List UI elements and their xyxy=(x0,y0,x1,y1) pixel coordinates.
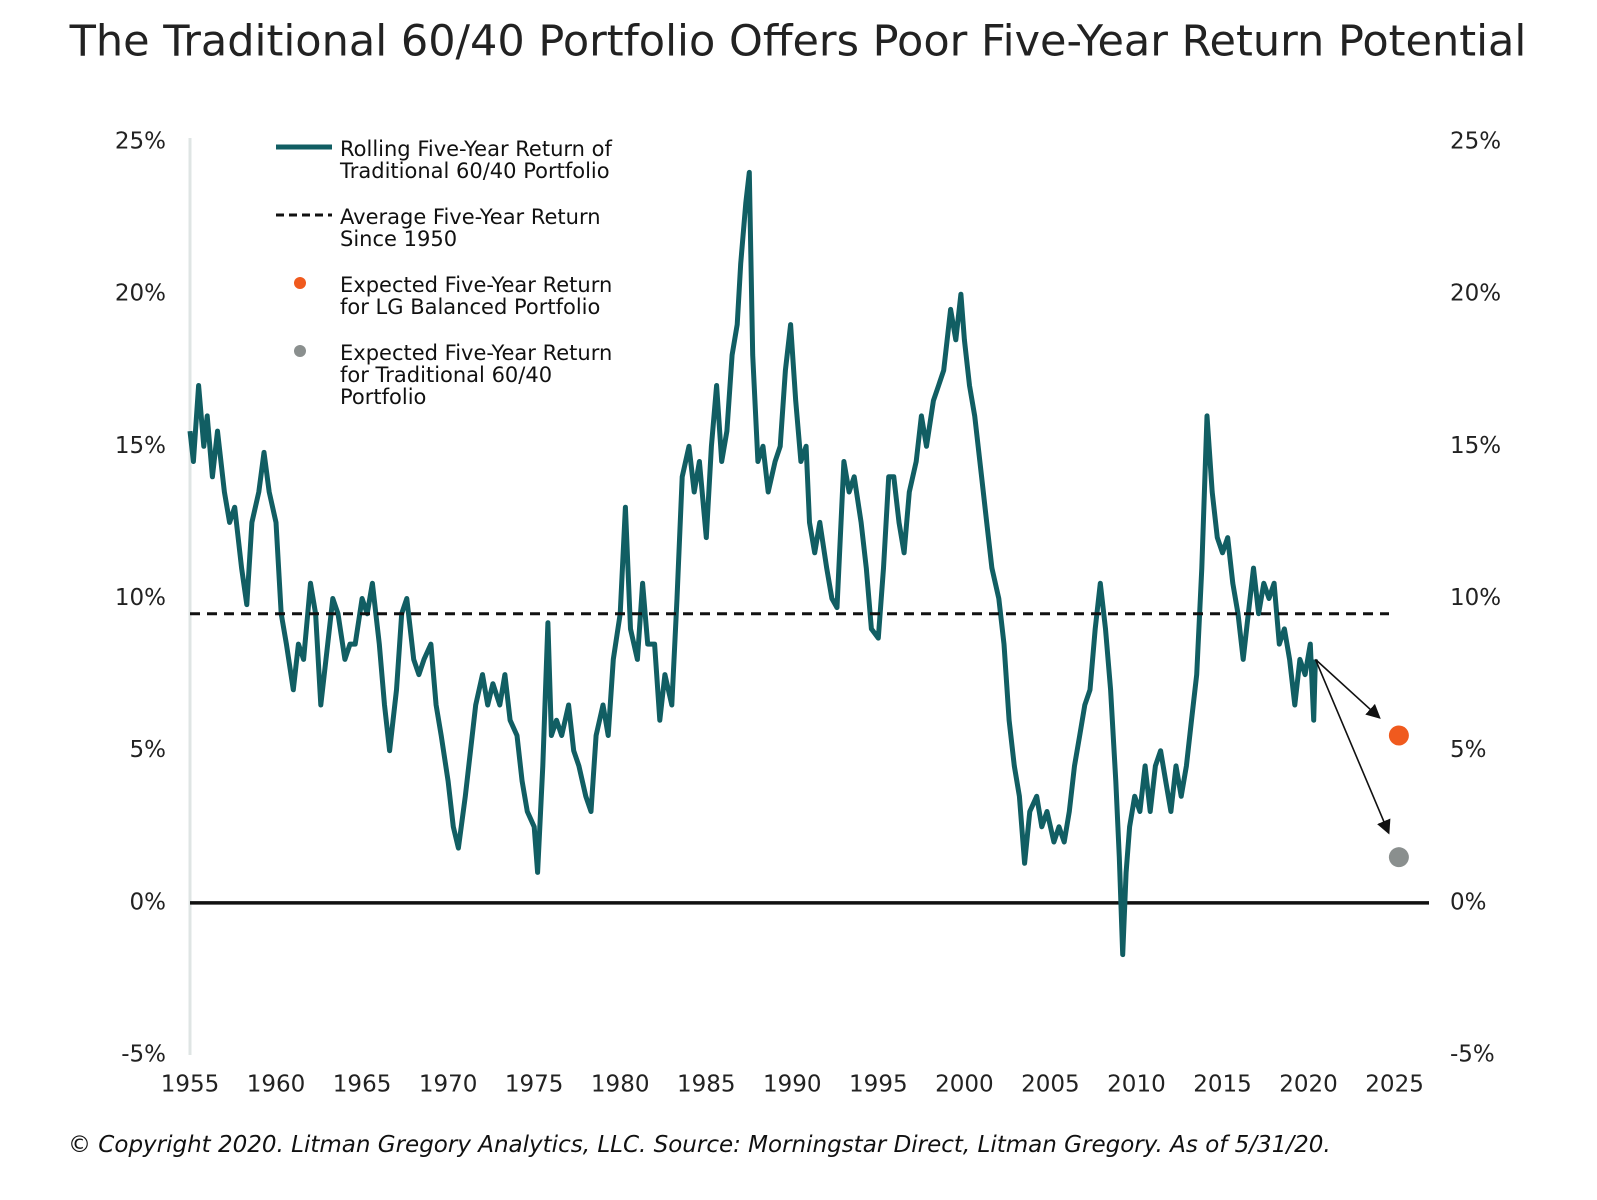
x-tick-label: 2025 xyxy=(1365,1072,1424,1098)
legend-entry: Average Five-Year Return Since 1950 xyxy=(276,206,656,274)
x-tick-label: 1975 xyxy=(505,1072,564,1098)
y2-tick-label: 15% xyxy=(1450,433,1501,459)
y-tick-label: -5% xyxy=(121,1042,166,1068)
legend-swatch xyxy=(294,277,306,289)
x-tick-label: 1955 xyxy=(161,1072,220,1098)
y-tick-label: 25% xyxy=(115,129,166,155)
legend-label: Rolling Five-Year Return of Traditional … xyxy=(340,137,612,183)
y-tick-label: 15% xyxy=(115,433,166,459)
legend: Rolling Five-Year Return of Traditional … xyxy=(276,138,656,432)
x-tick-label: 1965 xyxy=(333,1072,392,1098)
legend-marker xyxy=(294,345,306,357)
y-tick-label: 20% xyxy=(115,281,166,307)
x-tick-label: 2005 xyxy=(1021,1072,1080,1098)
x-tick-label: 1960 xyxy=(247,1072,306,1098)
x-tick-label: 1985 xyxy=(677,1072,736,1098)
chart-title: The Traditional 60/40 Portfolio Offers P… xyxy=(69,17,1527,67)
legend-swatch xyxy=(276,144,332,150)
x-tick-label: 2020 xyxy=(1279,1072,1338,1098)
legend-entry: Expected Five-Year Return for LG Balance… xyxy=(276,274,656,342)
y2-tick-label: 10% xyxy=(1450,585,1501,611)
legend-label: Expected Five-Year Return for LG Balance… xyxy=(340,273,613,319)
y2-tick-label: 0% xyxy=(1450,889,1487,915)
x-tick-label: 2000 xyxy=(935,1072,994,1098)
x-tick-label: 1995 xyxy=(849,1072,908,1098)
series-line xyxy=(187,169,1318,958)
legend-entry: Rolling Five-Year Return of Traditional … xyxy=(276,138,656,206)
scatter-point xyxy=(1388,847,1409,868)
legend-entry: Expected Five-Year Return for Traditiona… xyxy=(276,342,656,432)
y-tick-label: 5% xyxy=(130,737,167,763)
y2-tick-label: -5% xyxy=(1450,1042,1495,1068)
x-tick-label: 2010 xyxy=(1107,1072,1166,1098)
x-tick-label: 2015 xyxy=(1193,1072,1252,1098)
scatter-point xyxy=(1388,725,1409,746)
legend-swatch xyxy=(276,213,332,217)
legend-marker xyxy=(294,277,306,289)
y2-tick-label: 20% xyxy=(1450,281,1501,307)
legend-swatch xyxy=(294,345,306,357)
footnote: © Copyright 2020. Litman Gregory Analyti… xyxy=(68,1132,1331,1158)
y2-tick-label: 25% xyxy=(1450,129,1501,155)
x-tick-label: 1980 xyxy=(591,1072,650,1098)
y2-tick-label: 5% xyxy=(1450,737,1487,763)
legend-label: Average Five-Year Return Since 1950 xyxy=(340,205,601,251)
annotation-arrow xyxy=(1314,659,1391,835)
x-tick-label: 1990 xyxy=(763,1072,822,1098)
y-tick-label: 10% xyxy=(115,585,166,611)
annotation-arrow xyxy=(1314,658,1381,719)
y-tick-label: 0% xyxy=(130,889,167,915)
x-tick-label: 1970 xyxy=(419,1072,478,1098)
legend-label: Expected Five-Year Return for Traditiona… xyxy=(340,341,613,409)
